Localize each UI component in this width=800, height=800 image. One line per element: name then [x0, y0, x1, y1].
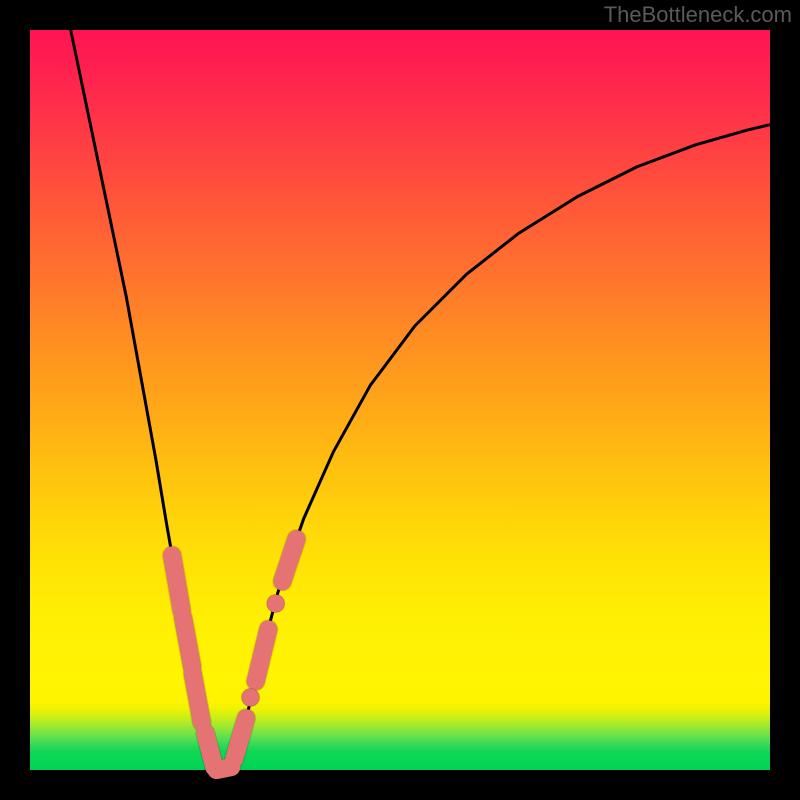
- figure-container: TheBottleneck.com: [0, 0, 800, 800]
- marker-capsule-fill: [172, 555, 182, 611]
- marker-capsule-fill: [234, 718, 246, 759]
- watermark-text: TheBottleneck.com: [604, 2, 792, 27]
- marker-capsule-fill: [216, 767, 231, 770]
- marker-capsule-fill: [256, 629, 269, 681]
- marker-dot: [267, 595, 285, 613]
- marker-capsule-fill: [193, 674, 202, 722]
- chart-svg: TheBottleneck.com: [0, 0, 800, 800]
- plot-background: [30, 30, 770, 770]
- marker-capsule-fill: [183, 618, 192, 666]
- marker-dot: [242, 688, 260, 706]
